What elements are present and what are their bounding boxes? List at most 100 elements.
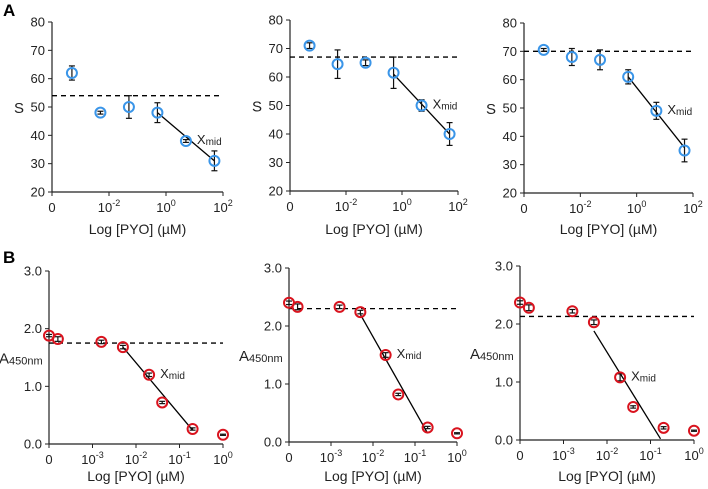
y-axis-label-main: A [0, 351, 9, 368]
data-point [333, 300, 346, 313]
x-tick-base: 10 [392, 199, 406, 214]
x-tick-exponent: -3 [334, 448, 342, 458]
y-tick-label: 0.0 [24, 437, 42, 452]
x-tick-base: 10 [156, 200, 170, 215]
data-point [186, 423, 199, 436]
x-tick-exponent: -2 [139, 450, 147, 460]
y-axis-label: S [14, 100, 24, 117]
x-tick-exponent: 0 [699, 446, 704, 456]
x-tick-label: 102 [683, 199, 702, 216]
x-tick-label: 100 [156, 198, 175, 215]
xmid-annotation: Xmid [631, 368, 656, 384]
xmid-annotation: Xmid [160, 366, 185, 382]
x-tick-label: 100 [447, 448, 466, 465]
x-tick-label: 0 [45, 452, 52, 467]
x-tick-label: 10-2 [125, 450, 147, 467]
y-tick-label: 2.0 [495, 317, 513, 332]
y-axis-label-main: A [239, 348, 249, 365]
x-tick-base: 0 [45, 452, 52, 467]
x-tick-base: 10 [362, 450, 376, 465]
x-tick-base: 10 [98, 200, 112, 215]
x-tick-exponent: 0 [462, 448, 467, 458]
y-tick-label: 20 [503, 186, 517, 201]
x-tick-exponent: 0 [641, 199, 646, 209]
x-tick-label: 100 [684, 446, 703, 463]
xmid-annotation-main: X [631, 368, 640, 383]
y-tick-label: 70 [269, 41, 283, 56]
x-tick-label: 10-2 [362, 448, 384, 465]
x-tick-label: 0 [286, 199, 293, 214]
y-tick-label: 60 [31, 71, 45, 86]
x-tick-base: 10 [447, 450, 461, 465]
xmid-annotation: Xmid [667, 102, 692, 118]
data-point [451, 427, 463, 440]
fit-line [359, 314, 429, 434]
y-tick-label: 70 [503, 44, 517, 59]
y-tick-label: 70 [31, 43, 45, 58]
x-tick-label: 10-3 [320, 448, 342, 465]
x-tick-label: 0 [48, 200, 55, 215]
data-point [415, 99, 428, 112]
x-tick-base: 10 [320, 450, 334, 465]
data-point [65, 67, 78, 79]
data-point [650, 104, 663, 117]
x-tick-label: 10-3 [81, 450, 103, 467]
x-axis-label: Log [PYO] (µM) [558, 468, 656, 484]
x-tick-base: 10 [552, 448, 566, 463]
y-axis-label-sub: 450nm [9, 356, 43, 368]
y-tick-label: 2.0 [264, 319, 282, 334]
y-tick-label: 30 [503, 157, 517, 172]
data-point [217, 428, 229, 441]
x-tick-base: 10 [213, 452, 227, 467]
x-tick-label: 0 [516, 448, 523, 463]
x-axis-label: Log [PYO] (µM) [87, 468, 185, 484]
data-point [678, 144, 691, 157]
data-point [614, 371, 627, 384]
y-tick-label: 50 [269, 98, 283, 113]
y-tick-label: 40 [269, 127, 283, 142]
data-point [537, 43, 550, 56]
x-tick-base: 10 [448, 199, 462, 214]
data-point [627, 400, 640, 413]
x-axis-label: Log [PYO] (µM) [325, 221, 423, 237]
y-axis-label-main: S [252, 99, 262, 116]
y-axis-label-main: S [486, 101, 496, 118]
x-tick-exponent: -1 [654, 446, 662, 456]
x-tick-label: 10-1 [168, 450, 190, 467]
data-point [379, 349, 392, 361]
xmid-annotation-sub: mid [441, 102, 457, 113]
x-tick-exponent: -2 [584, 199, 592, 209]
y-axis-label: A450nm [239, 348, 283, 365]
y-tick-label: 3.0 [24, 264, 42, 279]
fit-line [593, 330, 662, 440]
y-tick-label: 20 [31, 185, 45, 200]
x-tick-label: 100 [213, 450, 232, 467]
data-point [208, 154, 221, 167]
x-tick-base: 10 [627, 201, 641, 216]
xmid-annotation-sub: mid [206, 137, 222, 148]
panel-label-b: B [3, 248, 15, 267]
data-point [94, 106, 107, 119]
xmid-annotation-main: X [197, 132, 206, 147]
y-tick-label: 3.0 [495, 259, 513, 274]
y-tick-label: 80 [31, 15, 45, 30]
x-tick-base: 10 [569, 201, 583, 216]
y-tick-label: 3.0 [264, 261, 282, 276]
x-tick-base: 10 [596, 448, 610, 463]
x-tick-label: 10-1 [404, 448, 426, 465]
xmid-annotation: Xmid [433, 97, 458, 113]
x-tick-exponent: 2 [228, 198, 233, 208]
x-tick-base: 10 [404, 450, 418, 465]
data-point [622, 70, 635, 83]
xmid-annotation-main: X [433, 97, 442, 112]
x-tick-label: 10-2 [98, 198, 120, 215]
data-point [657, 421, 670, 434]
xmid-annotation-sub: mid [676, 107, 692, 118]
y-axis-label: A450nm [0, 351, 43, 368]
x-tick-label: 0 [285, 450, 292, 465]
